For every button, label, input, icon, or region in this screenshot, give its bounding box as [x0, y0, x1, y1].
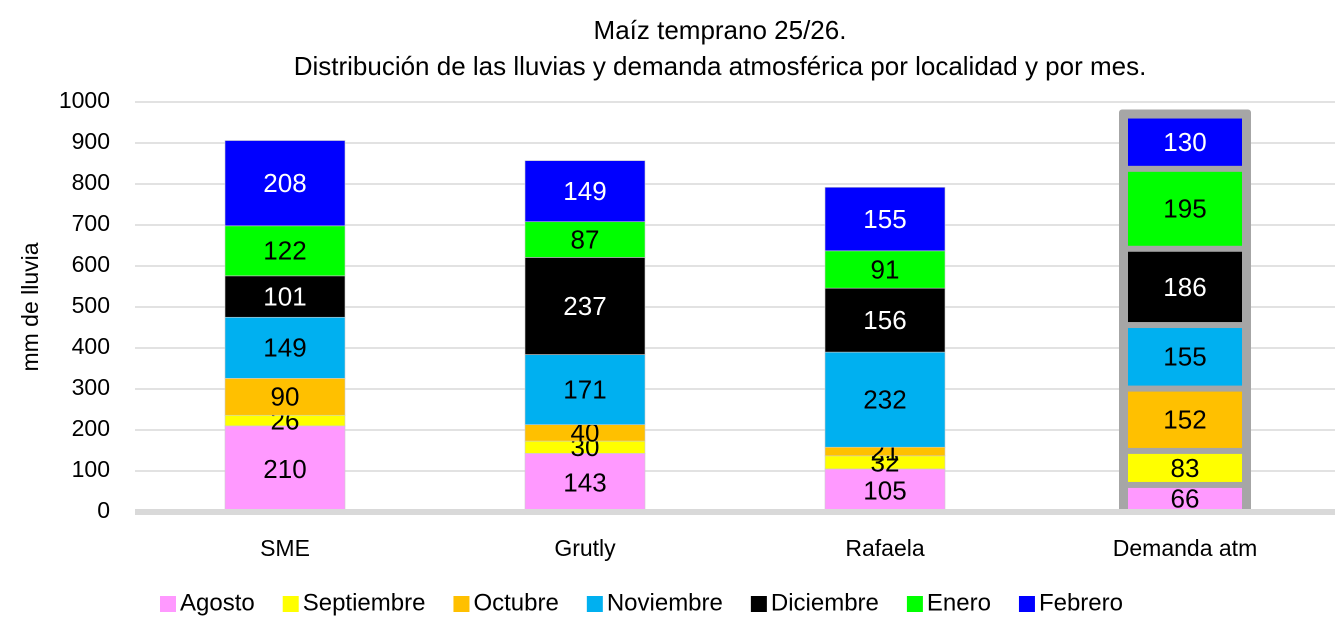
legend-swatch [586, 596, 603, 612]
y-tick-label: 100 [72, 456, 110, 482]
y-tick-label: 800 [72, 169, 110, 195]
value-label: 210 [263, 454, 306, 484]
legend-label: Enero [927, 589, 991, 616]
y-tick-label: 1000 [59, 87, 110, 113]
value-label: 156 [863, 305, 906, 335]
x-tick-label: Demanda atm [1113, 535, 1257, 561]
value-label: 237 [563, 291, 606, 321]
legend-label: Febrero [1039, 589, 1123, 616]
chart-subtitle: Distribución de las lluvias y demanda at… [294, 51, 1147, 81]
legend-label: Diciembre [771, 589, 879, 616]
value-label: 101 [263, 281, 306, 311]
value-label: 105 [863, 475, 906, 505]
bar-segment [524, 354, 646, 425]
bar-segment [1128, 487, 1242, 509]
value-label: 171 [563, 374, 606, 404]
value-label: 83 [1171, 453, 1200, 483]
bar-segment [1128, 251, 1242, 323]
y-tick-label: 900 [72, 128, 110, 154]
value-label: 66 [1171, 483, 1200, 513]
legend-swatch [282, 596, 299, 612]
y-tick-label: 600 [72, 251, 110, 277]
y-tick-label: 500 [72, 292, 110, 318]
legend-label: Septiembre [303, 589, 426, 616]
legend-swatch [1018, 596, 1035, 612]
value-label: 130 [1163, 127, 1206, 157]
value-label: 208 [263, 168, 306, 198]
bar-segment [524, 160, 646, 223]
legend-label: Agosto [180, 589, 255, 616]
value-label: 195 [1163, 194, 1206, 224]
value-label: 155 [1163, 342, 1206, 372]
value-label: 90 [271, 382, 300, 412]
x-tick-label: SME [260, 535, 310, 561]
value-label: 122 [263, 236, 306, 266]
value-label: 152 [1163, 405, 1206, 435]
legend-swatch [453, 596, 470, 612]
x-tick-label: Grutly [554, 535, 616, 561]
bar-segment [224, 225, 346, 277]
value-label: 91 [871, 254, 900, 284]
value-label: 232 [863, 385, 906, 415]
bar-segment [824, 351, 946, 448]
y-tick-label: 400 [72, 333, 110, 359]
x-tick-label: Rafaela [845, 535, 924, 561]
bar-segment [824, 250, 946, 289]
bar-segment [824, 287, 946, 353]
bar-segment [1128, 453, 1242, 482]
value-label: 143 [563, 468, 606, 498]
bar-segment [524, 257, 646, 355]
bar-segment [1128, 118, 1242, 166]
y-axis-label: mm de lluvia [17, 242, 43, 371]
y-tick-label: 300 [72, 374, 110, 400]
chart-title: Maíz temprano 25/26. [594, 15, 847, 45]
y-tick-label: 200 [72, 415, 110, 441]
bar-segment [524, 221, 646, 258]
legend-label: Noviembre [607, 589, 723, 616]
value-label: 149 [263, 333, 306, 363]
legend-swatch [160, 596, 176, 612]
value-label: 87 [571, 224, 600, 254]
bar-segment [1128, 328, 1242, 386]
bar-segment [824, 186, 946, 252]
value-label: 186 [1163, 272, 1206, 302]
bar-segment [824, 468, 946, 513]
legend-swatch [906, 596, 923, 612]
legend-swatch [750, 596, 767, 612]
y-tick-label: 700 [72, 210, 110, 236]
bar-segment [224, 275, 346, 318]
bar-segment [224, 316, 346, 379]
bar-segment [1128, 391, 1242, 448]
value-label: 149 [563, 176, 606, 206]
value-label: 155 [863, 204, 906, 234]
y-tick-label: 0 [97, 497, 110, 523]
legend-label: Octubre [473, 589, 558, 616]
bar-segment [224, 140, 346, 227]
bar-segment [1128, 171, 1242, 246]
